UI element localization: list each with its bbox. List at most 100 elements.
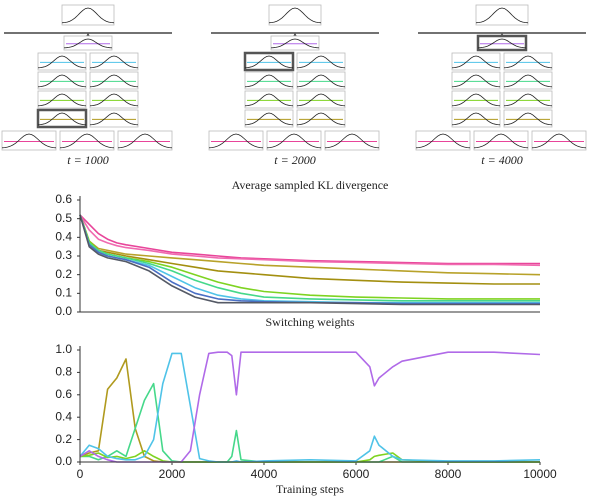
thumbnail-curve bbox=[37, 93, 87, 107]
series-line bbox=[79, 214, 540, 285]
thumbnail-curve bbox=[37, 112, 87, 126]
thumbnail bbox=[296, 109, 346, 128]
thumbnail bbox=[37, 52, 87, 71]
x-tick-label: 10000 bbox=[523, 467, 557, 481]
y-tick-label: 0.4 bbox=[55, 409, 72, 423]
y-tick-label: 0.4 bbox=[55, 230, 72, 244]
thumbnail-curve bbox=[296, 93, 346, 107]
thumbnail-curve bbox=[503, 55, 553, 69]
series-line bbox=[79, 214, 540, 302]
tree-label: t = 2000 bbox=[274, 153, 315, 167]
thumbnail bbox=[475, 4, 529, 26]
thumbnail bbox=[503, 109, 553, 128]
thumbnail bbox=[63, 35, 113, 51]
thumbnail bbox=[503, 52, 553, 71]
y-tick-label: 0.6 bbox=[55, 192, 72, 206]
thumbnail-curve bbox=[503, 74, 553, 88]
thumbnail bbox=[451, 90, 501, 109]
thumbnail bbox=[208, 130, 264, 151]
thumbnail-curve bbox=[503, 112, 553, 126]
thumbnail-curve bbox=[63, 38, 113, 49]
thumbnail bbox=[37, 71, 87, 90]
series-line bbox=[79, 352, 541, 463]
thumbnail-curve bbox=[89, 55, 139, 69]
thumbnail-curve bbox=[59, 133, 115, 149]
thumbnail-curve bbox=[296, 55, 346, 69]
thumbnail-curve bbox=[37, 74, 87, 88]
thumbnail bbox=[476, 34, 528, 52]
thumbnail-curve bbox=[268, 7, 322, 24]
thumbnail-curve bbox=[244, 93, 294, 107]
thumbnail bbox=[451, 109, 501, 128]
thumbnail bbox=[503, 90, 553, 109]
thumbnail bbox=[61, 4, 115, 26]
thumbnail-curve bbox=[37, 55, 87, 69]
thumbnail bbox=[296, 71, 346, 90]
thumbnail-curve bbox=[270, 38, 320, 49]
x-tick-label: 2000 bbox=[159, 467, 186, 481]
thumbnail-curve bbox=[266, 133, 322, 149]
thumbnail bbox=[59, 130, 115, 151]
tree-label: t = 4000 bbox=[481, 153, 522, 167]
chart-title: Average sampled KL divergence bbox=[232, 178, 389, 192]
thumbnail-curve bbox=[1, 133, 57, 149]
thumbnail bbox=[266, 130, 322, 151]
thumbnail-curve bbox=[451, 112, 501, 126]
thumbnail-curve bbox=[89, 93, 139, 107]
series-line bbox=[79, 214, 540, 304]
thumbnail bbox=[89, 90, 139, 109]
thumbnail bbox=[244, 71, 294, 90]
thumbnail-curve bbox=[477, 38, 527, 49]
thumbnail-curve bbox=[473, 133, 529, 149]
y-tick-label: 0.1 bbox=[55, 286, 72, 300]
thumbnail-curve bbox=[296, 74, 346, 88]
y-tick-label: 0.0 bbox=[55, 454, 72, 468]
y-tick-label: 0.2 bbox=[55, 267, 72, 281]
thumbnail bbox=[473, 130, 529, 151]
thumbnail bbox=[451, 52, 501, 71]
thumbnail-curve bbox=[208, 133, 264, 149]
thumbnail bbox=[296, 90, 346, 109]
thumbnail-curve bbox=[475, 7, 529, 24]
thumbnail bbox=[451, 71, 501, 90]
thumbnail-curve bbox=[415, 133, 471, 149]
thumbnail bbox=[117, 130, 173, 151]
x-tick-label: 0 bbox=[77, 467, 84, 481]
thumbnail bbox=[89, 52, 139, 71]
x-axis-label: Training steps bbox=[276, 482, 344, 496]
thumbnail-curve bbox=[244, 112, 294, 126]
thumbnail bbox=[531, 130, 587, 151]
y-tick-label: 1.0 bbox=[55, 342, 72, 356]
thumbnail bbox=[1, 130, 57, 151]
thumbnail bbox=[415, 130, 471, 151]
thumbnail bbox=[244, 109, 294, 128]
series-line bbox=[79, 214, 541, 276]
thumbnail-curve bbox=[531, 133, 587, 149]
y-tick-label: 0.6 bbox=[55, 387, 72, 401]
thumbnail-curve bbox=[451, 93, 501, 107]
thumbnail-curve bbox=[89, 112, 139, 126]
x-tick-label: 8000 bbox=[435, 467, 462, 481]
thumbnail bbox=[89, 109, 139, 128]
thumbnail bbox=[244, 90, 294, 109]
thumbnail bbox=[296, 52, 346, 71]
thumbnail-curve bbox=[244, 74, 294, 88]
thumbnail bbox=[503, 71, 553, 90]
thumbnail-curve bbox=[244, 55, 294, 69]
chart-title: Switching weights bbox=[266, 315, 355, 329]
thumbnail bbox=[37, 90, 87, 109]
x-tick-label: 6000 bbox=[343, 467, 370, 481]
thumbnail bbox=[270, 35, 320, 51]
thumbnail bbox=[243, 51, 295, 72]
thumbnail bbox=[36, 108, 88, 129]
tree-label: t = 1000 bbox=[67, 153, 108, 167]
thumbnail-curve bbox=[117, 133, 173, 149]
thumbnail-curve bbox=[324, 133, 380, 149]
series-line bbox=[79, 214, 541, 267]
series-line bbox=[79, 214, 540, 300]
thumbnail bbox=[268, 4, 322, 26]
y-tick-label: 0.2 bbox=[55, 432, 72, 446]
thumbnail bbox=[324, 130, 380, 151]
y-tick-label: 0.0 bbox=[55, 304, 72, 318]
